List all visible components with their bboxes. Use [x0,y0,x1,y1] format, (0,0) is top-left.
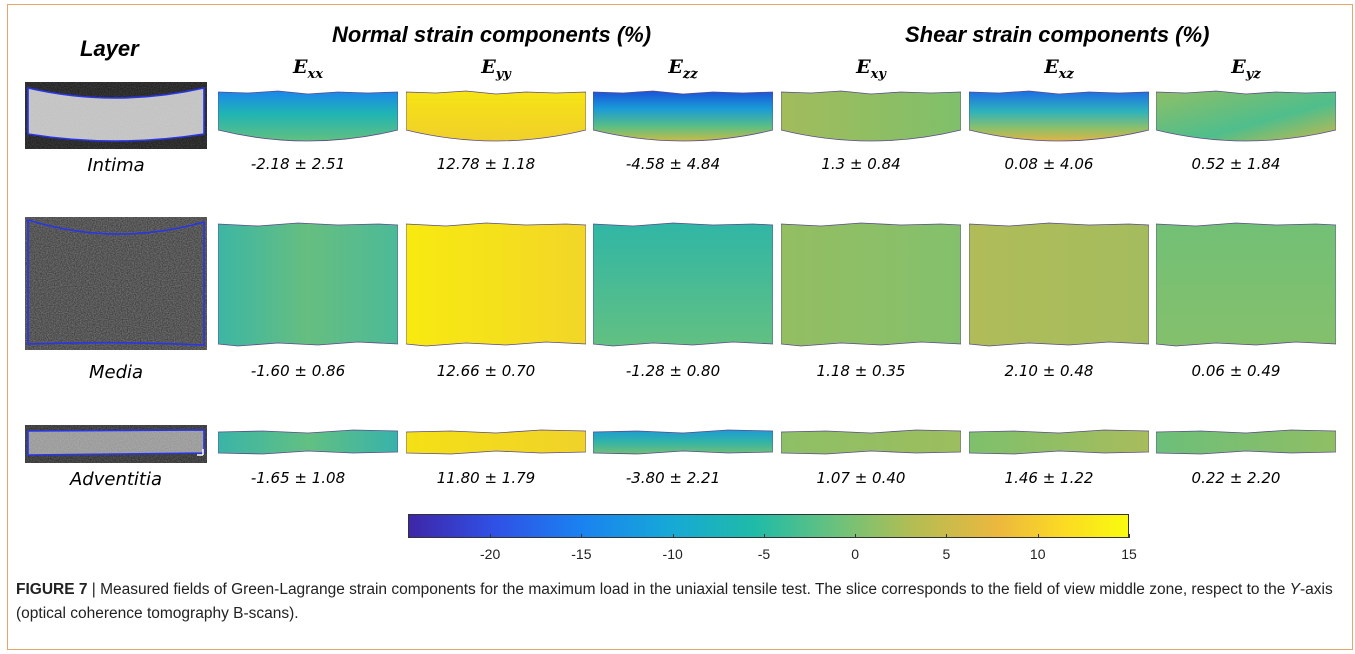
colorbar-tick-label: 0 [851,546,860,562]
colorbar-tick-label: -20 [480,546,501,562]
component-header-yy: Eyy [446,56,546,82]
component-subscript: xz [1058,66,1074,82]
colorbar [408,514,1129,538]
component-header-xx: Exx [258,56,358,82]
layer-label-intima: Intima [87,155,145,176]
field-intima-eyy [406,90,586,145]
stat-media-xx: -1.60 ± 0.86 [250,362,346,380]
component-letter: E [1044,56,1059,78]
oct-intima-image [25,82,207,149]
stat-media-yz: 0.06 ± 0.49 [1191,362,1281,380]
colorbar-tick-mark [946,534,948,538]
component-letter: E [668,56,683,78]
stat-intima-zz: -4.58 ± 4.84 [625,155,721,173]
stat-media-xy: 1.18 ± 0.35 [816,362,906,380]
colorbar-tick-label: 15 [1121,546,1137,562]
colorbar-tick-mark [672,534,674,538]
colorbar-tick-label: -15 [571,546,592,562]
stat-intima-yy: 12.78 ± 1.18 [436,155,536,173]
component-header-zz: Ezz [633,56,733,82]
field-adventitia-eyz [1156,428,1336,458]
field-intima-exx [218,90,398,145]
stat-adventitia-yy: 11.80 ± 1.79 [436,469,536,487]
colorbar-tick-mark [581,534,583,538]
field-intima-ezz [593,90,773,145]
colorbar-tick-label: 10 [1029,546,1046,562]
field-media-eyz [1156,222,1336,348]
figure-caption: FIGURE 7 | Measured fields of Green-Lagr… [16,578,1336,626]
stat-intima-xy: 1.3 ± 0.84 [821,155,901,173]
colorbar-tick-label: -5 [757,546,771,562]
layer-header: Layer [80,36,139,61]
colorbar-tick-mark [1037,534,1039,538]
oct-adventitia-image [25,425,207,463]
stat-media-yy: 12.66 ± 0.70 [436,362,536,380]
component-subscript: xy [870,66,886,82]
component-subscript: xx [307,66,323,82]
colorbar-tick-label: 5 [942,546,951,562]
component-header-xy: Exy [821,56,921,82]
oct-media-image [25,217,207,350]
stat-adventitia-xz: 1.46 ± 1.22 [1004,469,1094,487]
stat-adventitia-zz: -3.80 ± 2.21 [625,469,721,487]
stat-adventitia-xy: 1.07 ± 0.40 [816,469,906,487]
component-subscript: yy [495,66,511,82]
field-media-eyy [406,222,586,348]
field-media-exz [969,222,1149,348]
caption-text: | Measured fields of Green-Lagrange stra… [87,581,1290,598]
component-subscript: zz [682,66,698,82]
component-letter: E [1231,56,1246,78]
colorbar-tick-mark [855,534,857,538]
colorbar-tick-mark [490,534,492,538]
component-header-xz: Exz [1009,56,1109,82]
normal-strain-header: Normal strain components (%) [332,22,652,47]
component-header-yz: Eyz [1196,56,1296,82]
field-adventitia-eyy [406,428,586,458]
field-intima-exz [969,90,1149,145]
stat-adventitia-xx: -1.65 ± 1.08 [250,469,346,487]
field-media-exx [218,222,398,348]
figure-frame [7,4,1353,650]
component-letter: E [481,56,496,78]
stat-media-xz: 2.10 ± 0.48 [1004,362,1094,380]
component-letter: E [293,56,308,78]
field-adventitia-exx [218,428,398,458]
colorbar-tick-label: -10 [662,546,683,562]
caption-text-end: -axis (optical coherence tomography B-sc… [16,581,1333,622]
caption-label: FIGURE 7 [16,581,88,598]
stat-intima-yz: 0.52 ± 1.84 [1191,155,1281,173]
shear-strain-header: Shear strain components (%) [905,22,1210,47]
field-intima-exy [781,90,961,145]
component-subscript: yz [1245,66,1261,82]
field-adventitia-exz [969,428,1149,458]
field-intima-eyz [1156,90,1336,145]
colorbar-tick-mark [1129,534,1130,538]
field-adventitia-ezz [593,428,773,458]
field-media-ezz [593,222,773,348]
stat-media-zz: -1.28 ± 0.80 [625,362,721,380]
field-adventitia-exy [781,428,961,458]
colorbar-tick-mark [763,534,765,538]
stat-intima-xx: -2.18 ± 2.51 [250,155,346,173]
stat-intima-xz: 0.08 ± 4.06 [1004,155,1094,173]
stat-adventitia-yz: 0.22 ± 2.20 [1191,469,1281,487]
layer-label-media: Media [88,362,144,383]
caption-axis: Y [1289,581,1301,598]
layer-label-adventitia: Adventitia [69,469,163,490]
component-letter: E [856,56,871,78]
field-media-exy [781,222,961,348]
